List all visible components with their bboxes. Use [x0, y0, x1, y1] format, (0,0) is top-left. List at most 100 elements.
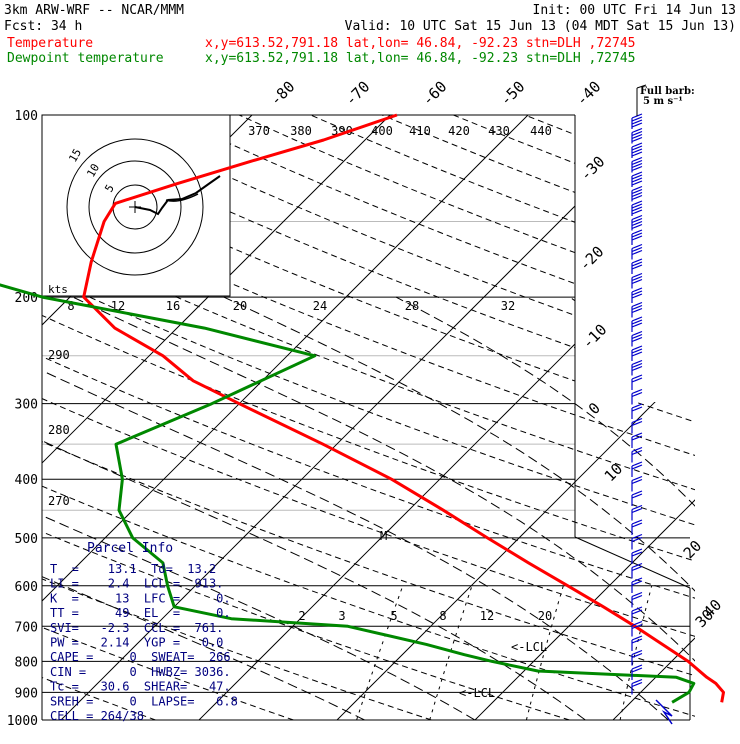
parcel-info-row: SREH = 0 LAPSE= 6.8 — [50, 694, 238, 708]
forecast-hour: Fcst: 34 h — [4, 19, 82, 34]
mixing-ratio-label: 5 — [390, 609, 397, 623]
hodograph-speed-label: 16 — [166, 299, 180, 313]
dewpoint-location: x,y=613.52,791.18 lat,lon= 46.84, -92.23… — [205, 51, 635, 66]
dry-adiabat — [42, 115, 695, 720]
m-marker: M — [380, 529, 387, 543]
wind-barb — [631, 562, 643, 579]
moist-adiabat — [569, 296, 695, 720]
hodograph-ring-label: 10 — [84, 162, 102, 180]
moist-adiabat — [395, 296, 695, 720]
wind-barb — [631, 533, 643, 550]
wind-barb — [631, 272, 643, 289]
hodograph-inset: 5 10 15 kts — [41, 114, 231, 297]
hodograph-ring — [66, 138, 204, 276]
hodograph-ring-label: 15 — [66, 147, 84, 165]
temperature-axis-label: -60 — [419, 78, 451, 110]
temperature-axis-label: 0 — [585, 399, 604, 418]
dry-adiabat — [42, 115, 432, 720]
wind-barb — [631, 156, 643, 173]
hodograph-speed-label: 32 — [501, 299, 515, 313]
wind-barb — [631, 374, 643, 390]
theta-label: 420 — [448, 124, 470, 138]
dry-adiabat — [381, 115, 695, 720]
mixing-ratio-line — [619, 585, 653, 720]
isotherm-line — [42, 115, 529, 720]
wind-barb — [631, 316, 643, 332]
wind-barb — [631, 664, 643, 680]
pressure-label: 700 — [15, 620, 38, 635]
pressure-label: 300 — [15, 398, 38, 413]
theta-label: 280 — [48, 423, 70, 437]
parcel-info-row: PW = 2.14 YGP = 0.0 — [50, 636, 223, 650]
mixing-ratio-label: 3 — [338, 609, 345, 623]
theta-label: 270 — [48, 494, 70, 508]
temperature-axis-label: -70 — [342, 78, 374, 110]
temperature-axis-label: -80 — [267, 78, 299, 110]
hodograph-speed-label: 24 — [313, 299, 327, 313]
parcel-info-row: SVI= -2.3 CCL = 761. — [50, 621, 223, 635]
parcel-info-row: TT = 49 EL = 0. — [50, 606, 231, 620]
mixing-ratio-label: 20 — [538, 609, 552, 623]
mixing-ratio-line — [356, 585, 404, 720]
parcel-info-panel: Parcel Info T = 13.1 Td= 13.2LI = 2.4 LC… — [50, 541, 238, 723]
parcel-info-row: CAPE = 0 SWEAT= 266 — [50, 650, 231, 664]
wind-barb — [631, 461, 643, 477]
hodograph-ring — [88, 160, 182, 254]
mixing-ratio-line — [429, 585, 473, 720]
wind-barb — [631, 504, 643, 521]
isotherm-line — [198, 115, 695, 720]
wind-barb — [631, 127, 643, 144]
pressure-label: 100 — [15, 109, 38, 124]
wind-barb — [631, 185, 643, 202]
mixing-ratio-label: 8 — [439, 609, 446, 623]
dewpoint-legend: Dewpoint temperature — [7, 51, 164, 66]
pressure-label: 800 — [15, 655, 38, 670]
dry-adiabat — [596, 115, 695, 720]
wind-barb — [631, 606, 643, 622]
init-time: Init: 00 UTC Fri 14 Jun 13 — [533, 3, 737, 18]
wind-barb — [631, 548, 643, 564]
isotherm-line — [60, 115, 667, 720]
temperature-profile — [82, 113, 725, 703]
parcel-info-row: LI = 2.4 LCL = 913. — [50, 577, 223, 591]
wind-barb — [631, 475, 643, 492]
temperature-legend: Temperature — [7, 36, 93, 51]
theta-label: 440 — [530, 124, 552, 138]
theta-label: 430 — [488, 124, 510, 138]
wind-barb — [631, 490, 643, 506]
wind-barb — [631, 432, 643, 448]
theta-label: 370 — [248, 124, 270, 138]
temperature-axis-label: -20 — [576, 243, 608, 275]
model-title: 3km ARW-WRF -- NCAR/MMM — [4, 3, 184, 18]
wind-barb — [631, 403, 643, 419]
wind-barb — [631, 229, 643, 245]
pressure-label: 600 — [15, 580, 38, 595]
parcel-info-row: CELL = 264/38 — [50, 709, 144, 723]
wind-barb — [631, 359, 643, 376]
wind-barb — [631, 258, 643, 274]
hodograph-speed-label: 8 — [67, 299, 74, 313]
parcel-info-row: Tc = 30.6 SHEAR= 47. — [50, 680, 231, 694]
temperature-axis-label: -30 — [577, 153, 609, 185]
pressure-label: 1000 — [7, 714, 38, 729]
parcel-info-title: Parcel Info — [87, 541, 173, 556]
temperature-axis-label: 10 — [601, 460, 627, 486]
temperature-axis-label: -40 — [573, 78, 605, 110]
wind-barb — [631, 345, 643, 361]
isotherm-line — [336, 115, 695, 720]
wind-barb — [631, 577, 643, 593]
wind-barb — [631, 388, 643, 405]
hodograph-speed-label: 20 — [233, 299, 247, 313]
isotherm-line — [474, 115, 695, 720]
pressure-label: 500 — [15, 532, 38, 547]
temperature-axis-label: -50 — [497, 78, 529, 110]
lcl-marker: <-LCL — [511, 640, 547, 654]
mixing-ratio-label: 2 — [298, 609, 305, 623]
wind-barbs — [631, 113, 673, 725]
mixing-ratio-label: 12 — [480, 609, 494, 623]
pressure-label: 900 — [15, 686, 38, 701]
wind-barb — [631, 620, 643, 637]
lcl-marker: <-LCL — [459, 686, 495, 700]
dry-adiabat — [42, 115, 695, 720]
dewpoint-profile — [0, 283, 696, 704]
